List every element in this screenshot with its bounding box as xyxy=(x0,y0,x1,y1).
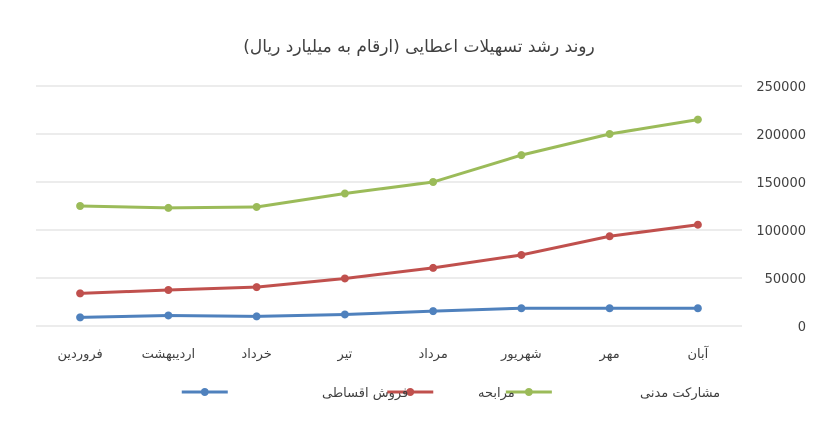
data-point xyxy=(164,311,173,320)
x-tick-label: شهریور xyxy=(500,347,542,362)
series-line xyxy=(80,223,699,295)
y-tick-label: 250000 xyxy=(756,80,806,95)
data-point xyxy=(693,220,702,229)
series-group xyxy=(76,115,702,212)
data-point xyxy=(252,312,261,321)
data-point xyxy=(693,115,702,124)
x-tick-label: اردیبهشت xyxy=(142,347,196,362)
y-tick-label: 50000 xyxy=(765,272,806,287)
legend-marker xyxy=(524,388,533,396)
data-point xyxy=(693,304,702,313)
data-point xyxy=(605,232,614,241)
legend-marker xyxy=(406,388,415,396)
data-point xyxy=(340,189,349,198)
data-point xyxy=(429,178,438,186)
x-tick-label: تیر xyxy=(337,347,353,362)
legend-item: مشارکت مدنی xyxy=(505,386,720,401)
data-point xyxy=(340,274,349,283)
data-point xyxy=(605,304,614,313)
y-tick-label: 150000 xyxy=(756,176,806,191)
legend-label: مشارکت مدنی xyxy=(640,386,720,401)
data-point xyxy=(517,151,526,160)
y-tick-label: 100000 xyxy=(756,224,806,239)
data-point xyxy=(605,130,614,138)
data-point xyxy=(429,263,438,272)
legend-label: مرابحه xyxy=(478,386,515,401)
data-point xyxy=(164,286,173,294)
data-point xyxy=(517,250,526,259)
series-line xyxy=(80,118,699,210)
series-line xyxy=(80,306,698,319)
data-point xyxy=(429,307,438,316)
data-point xyxy=(164,203,173,212)
x-tick-label: مهر xyxy=(599,347,620,362)
series-lines xyxy=(76,115,702,322)
data-point xyxy=(76,202,85,210)
legend-marker xyxy=(200,388,209,396)
legend-label: فروش اقساطی xyxy=(322,386,408,401)
chart-title: روند رشد تسهیلات اعطایی (ارقام به میلیار… xyxy=(243,37,594,57)
x-tick-label: مرداد xyxy=(418,347,447,362)
data-point xyxy=(252,283,261,292)
data-point xyxy=(76,289,85,298)
y-axis-ticks: 0 50000 100000 150000 200000 250000 xyxy=(756,80,806,335)
x-tick-label: خرداد xyxy=(241,347,271,362)
x-axis-ticks: فروردین اردیبهشت خرداد تیر مرداد شهریور مهر آبا… xyxy=(58,345,710,362)
data-point xyxy=(76,313,85,322)
data-point xyxy=(517,304,526,313)
grid-lines xyxy=(36,85,742,327)
x-tick-label: آبان xyxy=(688,345,710,362)
series-group xyxy=(76,304,702,322)
legend-item: فروش اقساطی xyxy=(181,386,408,401)
data-point xyxy=(340,310,349,319)
x-tick-label: فروردین xyxy=(58,347,103,362)
legend: مشارکت مدنی مرابحه فروش اقساطی xyxy=(181,386,720,401)
y-tick-label: 200000 xyxy=(756,128,806,143)
legend-item: مرابحه xyxy=(387,386,515,401)
y-tick-label: 0 xyxy=(798,320,806,335)
data-point xyxy=(252,202,261,211)
series-group xyxy=(76,220,702,298)
